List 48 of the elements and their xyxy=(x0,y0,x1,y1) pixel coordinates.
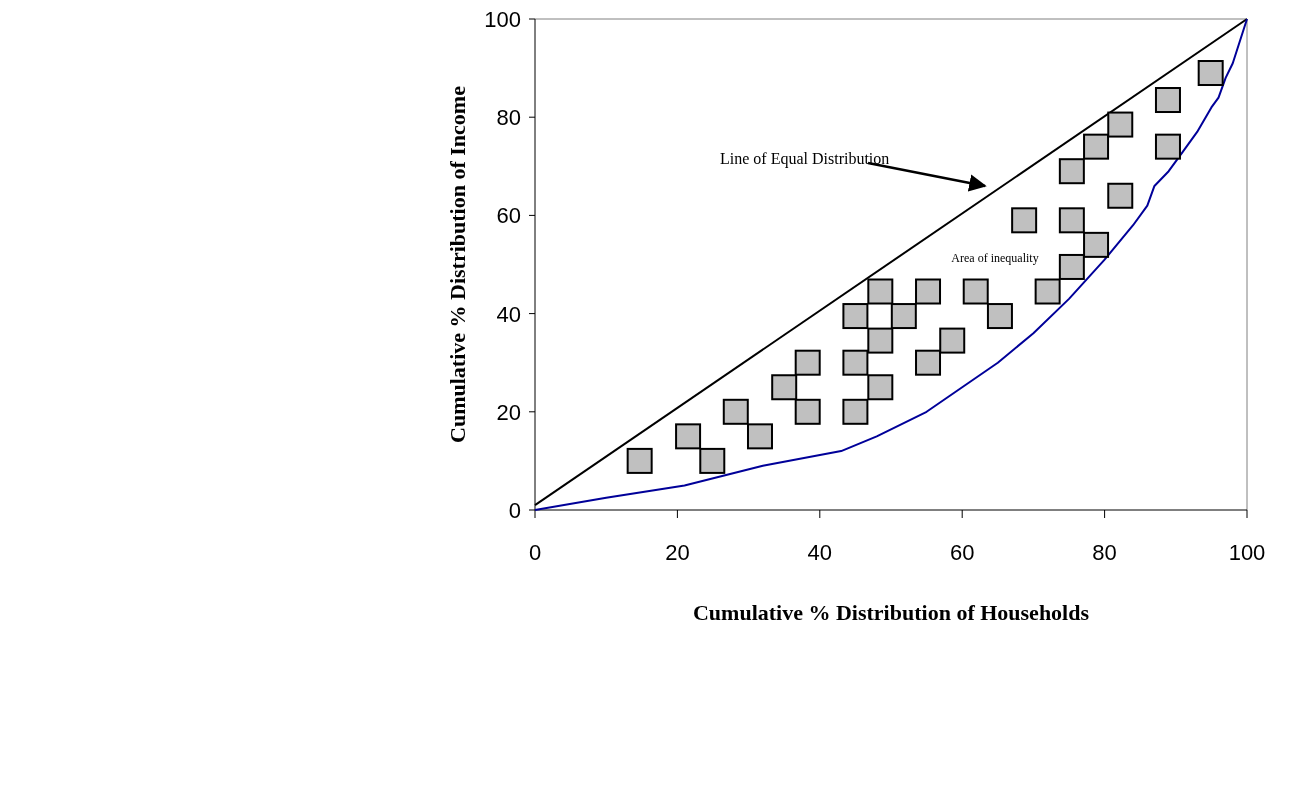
point xyxy=(1058,207,1085,234)
point xyxy=(675,423,702,450)
point xyxy=(915,278,942,305)
point xyxy=(746,423,773,450)
point xyxy=(771,374,798,401)
point xyxy=(1154,87,1181,114)
y-tick-label: 40 xyxy=(496,301,521,327)
point xyxy=(867,374,894,401)
x-tick-label: 60 xyxy=(949,540,975,565)
point xyxy=(1197,60,1224,87)
point xyxy=(962,278,989,305)
point xyxy=(1107,182,1134,209)
annotation: Area of inequality xyxy=(951,251,1039,265)
x-tick-label: 20 xyxy=(665,540,690,565)
point xyxy=(867,278,894,305)
point xyxy=(939,327,966,354)
y-tick-label: 80 xyxy=(496,105,521,131)
point xyxy=(722,398,749,425)
point xyxy=(915,349,942,376)
point xyxy=(1058,253,1085,280)
y-axis-title: Cumulative % Distribution of Income xyxy=(445,85,470,443)
point xyxy=(890,303,917,330)
point xyxy=(1083,231,1110,258)
point xyxy=(794,398,821,425)
y-tick-label: 100 xyxy=(484,7,521,32)
point xyxy=(794,349,821,376)
x-axis-title: Cumulative % Distribution of Households xyxy=(692,600,1090,625)
point xyxy=(1107,111,1134,138)
point xyxy=(842,398,869,425)
point xyxy=(1154,133,1181,160)
x-tick-label: 80 xyxy=(1092,540,1117,565)
y-tick-label: 20 xyxy=(496,399,521,425)
y-tick-label: 60 xyxy=(496,203,521,229)
point xyxy=(842,349,869,376)
y-tick-label: 0 xyxy=(508,498,521,523)
point xyxy=(986,303,1013,330)
point xyxy=(867,327,894,354)
point xyxy=(1011,207,1038,234)
annotation: Line of Equal Distribution xyxy=(720,150,890,168)
point xyxy=(1058,158,1085,185)
point xyxy=(1083,133,1110,160)
point xyxy=(626,447,653,474)
point xyxy=(1034,278,1061,305)
x-tick-label: 100 xyxy=(1228,540,1266,565)
point xyxy=(842,303,869,330)
point xyxy=(699,447,726,474)
x-tick-label: 40 xyxy=(807,540,833,565)
x-tick-label: 0 xyxy=(528,540,542,565)
